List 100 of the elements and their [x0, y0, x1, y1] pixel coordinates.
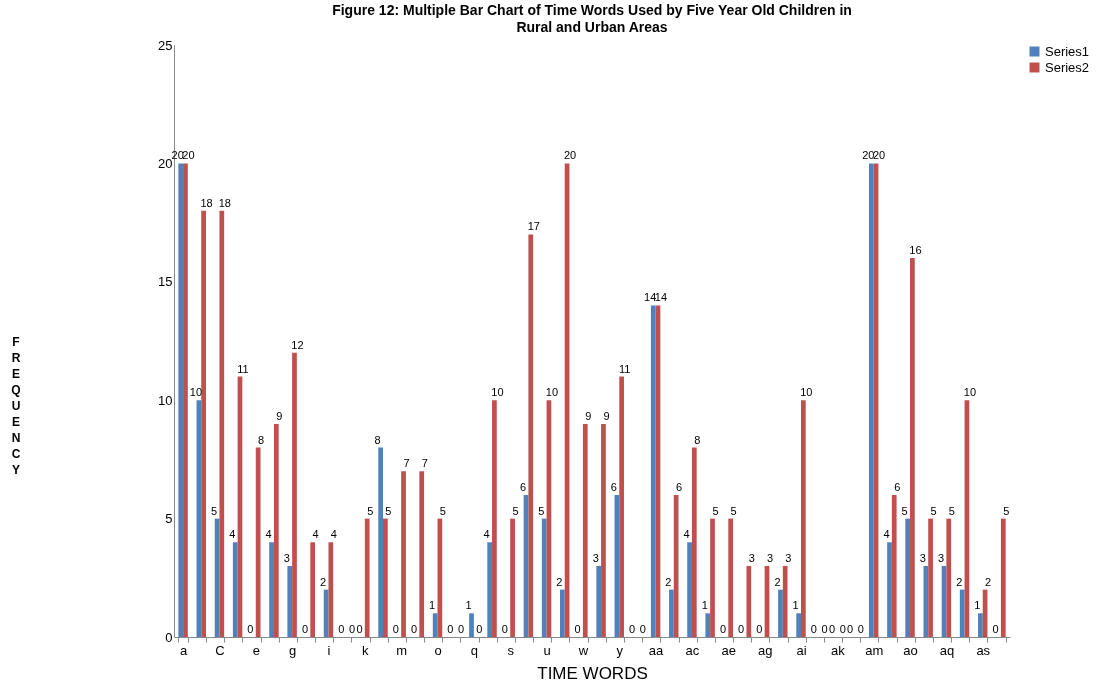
- bar: [650, 305, 656, 637]
- data-label: 4: [883, 528, 890, 541]
- bar: [801, 400, 806, 637]
- data-label: 8: [374, 433, 381, 446]
- bar: [269, 542, 274, 637]
- x-tick-label: y: [616, 642, 624, 658]
- bar: [287, 565, 293, 637]
- data-label: 4: [229, 528, 236, 541]
- data-label: 5: [730, 504, 737, 517]
- data-label: 0: [392, 623, 399, 635]
- bar: [619, 376, 624, 637]
- data-label: 1: [701, 599, 708, 612]
- bar: [691, 447, 697, 637]
- data-label: 0: [738, 623, 745, 635]
- data-label: 4: [312, 528, 319, 541]
- data-label: 6: [894, 480, 901, 493]
- x-tick-label: aq: [939, 642, 955, 658]
- data-label: 5: [385, 504, 392, 517]
- data-label: 16: [909, 244, 922, 257]
- bar: [705, 613, 711, 637]
- bar: [419, 471, 425, 637]
- data-label: 18: [218, 196, 231, 209]
- data-label: 1: [974, 599, 981, 612]
- bar: [383, 518, 388, 637]
- bar: [601, 423, 606, 637]
- bar: [746, 565, 752, 637]
- y-tick-label: 25: [158, 37, 173, 53]
- bar: [928, 518, 933, 637]
- data-label: 5: [512, 504, 519, 517]
- data-label: 0: [410, 623, 418, 635]
- data-label: 2: [774, 575, 781, 588]
- data-label: 0: [447, 623, 454, 635]
- data-label: 0: [847, 623, 854, 635]
- bar: [891, 494, 897, 637]
- data-label: 0: [992, 623, 999, 635]
- x-tick-label: s: [507, 642, 515, 658]
- data-label: 0: [857, 623, 864, 635]
- data-label: 2: [665, 575, 672, 588]
- x-tick-label: ak: [830, 642, 846, 658]
- data-label: 8: [258, 433, 265, 446]
- bar: [782, 565, 788, 637]
- bar: [796, 613, 801, 637]
- data-label: 0: [501, 623, 508, 635]
- data-label: 20: [182, 149, 195, 162]
- data-label: 18: [200, 196, 213, 209]
- x-tick-label: aa: [648, 642, 665, 658]
- x-tick-label: ao: [903, 642, 918, 658]
- x-tick-label: as: [976, 642, 991, 658]
- data-label: 0: [348, 623, 356, 635]
- data-label: 5: [367, 504, 374, 517]
- bar: [959, 589, 965, 637]
- data-label: 6: [519, 480, 527, 493]
- x-tick-label: ag: [757, 642, 773, 658]
- x-tick-label: e: [252, 642, 260, 658]
- x-tick-label: C: [215, 642, 225, 658]
- bar: [541, 518, 547, 637]
- bar: [868, 163, 874, 637]
- data-label: 3: [919, 551, 926, 564]
- bar: [487, 542, 493, 637]
- bar: [183, 163, 188, 637]
- data-label: 14: [644, 291, 657, 304]
- x-tick-label: k: [362, 642, 370, 658]
- data-label: 0: [839, 623, 846, 635]
- data-label: 4: [683, 528, 690, 541]
- x-tick-label: ae: [721, 642, 737, 658]
- text: FREQUENCY: [11, 334, 21, 477]
- data-label: 3: [766, 551, 774, 564]
- bar: [887, 542, 892, 637]
- data-label: 5: [439, 504, 446, 517]
- data-label: 1: [465, 599, 472, 612]
- data-label: 3: [592, 551, 599, 564]
- bar: [328, 542, 334, 637]
- data-label: 0: [821, 623, 828, 635]
- y-tick-label: 15: [158, 274, 173, 290]
- data-label: 10: [963, 386, 977, 399]
- data-label: 5: [1003, 504, 1010, 517]
- bar: [582, 423, 588, 637]
- data-label: 11: [618, 362, 631, 375]
- bar: [669, 589, 674, 637]
- bar: [310, 542, 316, 637]
- data-label: 1: [429, 599, 436, 612]
- data-label: 5: [930, 504, 937, 517]
- bar: [432, 613, 438, 637]
- data-label: 0: [828, 623, 836, 635]
- x-tick-label: ai: [796, 642, 807, 658]
- bar: [273, 423, 279, 637]
- bar: [596, 565, 602, 637]
- data-label: 8: [694, 433, 701, 446]
- data-label: 7: [421, 457, 428, 470]
- bar: [492, 400, 497, 637]
- bar: [687, 542, 692, 637]
- bar: [1000, 518, 1006, 637]
- data-label: 10: [189, 386, 203, 399]
- data-label: 5: [211, 504, 218, 517]
- data-label: 0: [629, 623, 636, 635]
- data-label: 0: [719, 623, 726, 635]
- bar: [201, 210, 206, 637]
- bar: [469, 613, 474, 637]
- data-label: 0: [458, 623, 465, 635]
- data-label: 4: [330, 528, 337, 541]
